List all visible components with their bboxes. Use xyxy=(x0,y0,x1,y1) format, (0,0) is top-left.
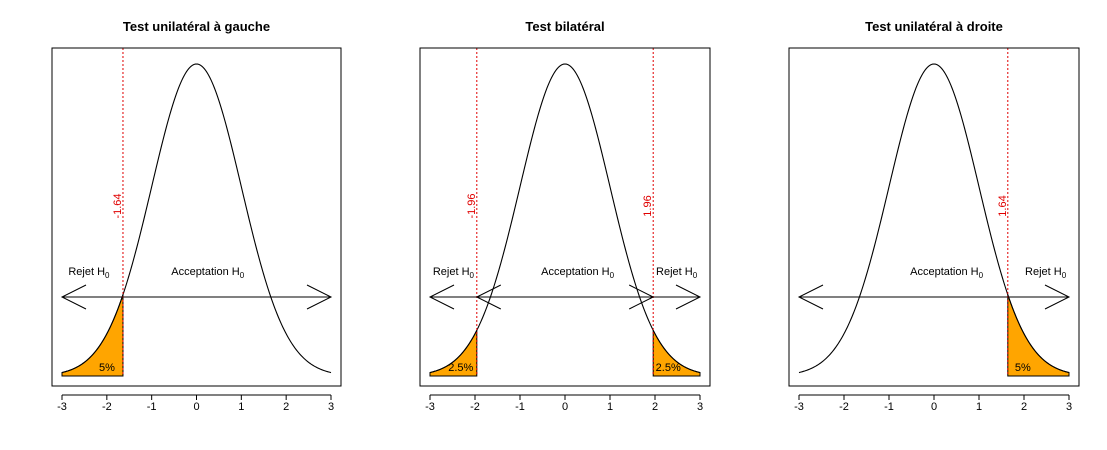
region-label: Rejet H0 xyxy=(433,266,475,280)
rejection-percent-label: 2.5% xyxy=(656,362,681,374)
critical-value-label: 1.96 xyxy=(642,195,654,216)
region-label: Rejet H0 xyxy=(68,266,110,280)
x-tick-label: -2 xyxy=(102,401,112,413)
arrow-head xyxy=(1044,284,1071,310)
plot-frame xyxy=(51,47,342,387)
x-tick-label: -1 xyxy=(515,401,525,413)
density-curve xyxy=(61,63,332,374)
arrow-head xyxy=(306,284,333,310)
critical-value-label: -1.64 xyxy=(112,193,124,218)
chart-title: Test bilatéral xyxy=(525,19,604,34)
x-tick-label: -2 xyxy=(470,401,480,413)
critical-value-label: 1.64 xyxy=(997,195,1009,216)
density-curve xyxy=(429,63,701,374)
region-label: Acceptation H0 xyxy=(541,266,614,280)
arrow-head xyxy=(475,284,502,310)
arrow-head xyxy=(60,284,87,310)
region-label: Acceptation H0 xyxy=(910,266,983,280)
x-tick-label: -3 xyxy=(425,401,435,413)
arrow-head xyxy=(797,284,824,310)
x-tick-label: -3 xyxy=(57,401,67,413)
panel-2: -1.96 1.96 Rejet H0 Acceptation H0 Rejet H0 2… xyxy=(419,19,711,413)
panel-3: 1.64 Acceptation H0 Rejet H0 5% -3 -2 -1 0 1 2 3 Te… xyxy=(788,19,1080,413)
x-tick-label: 1 xyxy=(976,401,982,413)
x-tick-label: 3 xyxy=(1066,401,1072,413)
x-tick-label: 3 xyxy=(697,401,703,413)
x-tick-label: -2 xyxy=(839,401,849,413)
panel-1: -1.64 Rejet H0 Acceptation H0 5% -3 -2 -1 0 1 2 3 T… xyxy=(51,19,342,413)
x-tick-label: 2 xyxy=(283,401,289,413)
chart-title: Test unilatéral à gauche xyxy=(123,19,270,34)
x-tick-label: 0 xyxy=(562,401,568,413)
rejection-percent-label: 5% xyxy=(1015,362,1031,374)
density-curve xyxy=(798,63,1070,374)
critical-value-label: -1.96 xyxy=(466,193,478,218)
x-tick-label: 3 xyxy=(328,401,334,413)
x-tick-label: -3 xyxy=(794,401,804,413)
plot-frame xyxy=(788,47,1080,387)
region-label: Rejet H0 xyxy=(656,266,698,280)
x-tick-label: 0 xyxy=(931,401,937,413)
x-tick-label: -1 xyxy=(884,401,894,413)
x-tick-label: 1 xyxy=(607,401,613,413)
region-label: Acceptation H0 xyxy=(171,266,244,280)
region-label: Rejet H0 xyxy=(1025,266,1067,280)
chart-title: Test unilatéral à droite xyxy=(865,19,1003,34)
x-tick-label: 0 xyxy=(193,401,199,413)
rejection-percent-label: 2.5% xyxy=(448,362,473,374)
x-tick-label: -1 xyxy=(147,401,157,413)
rejection-percent-label: 5% xyxy=(99,362,115,374)
arrow-head xyxy=(428,284,455,310)
x-tick-label: 2 xyxy=(1021,401,1027,413)
x-tick-label: 2 xyxy=(652,401,658,413)
x-tick-label: 1 xyxy=(238,401,244,413)
arrow-head xyxy=(675,284,702,310)
plot-frame xyxy=(419,47,711,387)
